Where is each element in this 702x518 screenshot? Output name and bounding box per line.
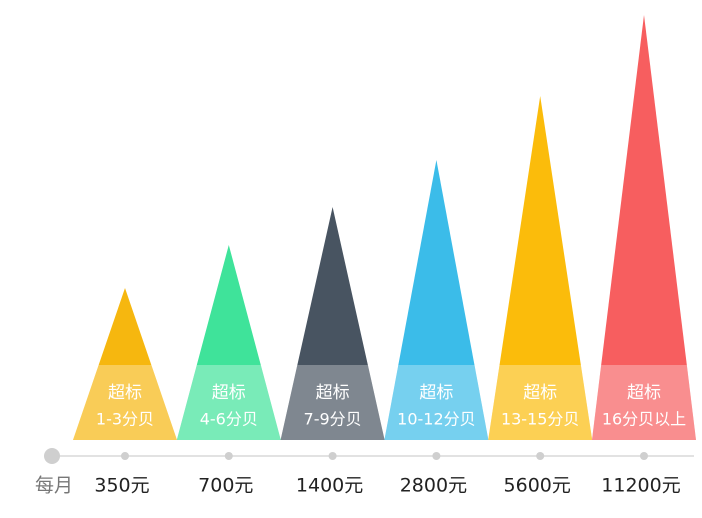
item-price: 1400元 [296,475,363,497]
item-range: 1-3分贝 [96,410,154,429]
axis-dot [432,452,441,460]
triangle [488,96,593,440]
axis-label: 每月 [35,475,73,497]
item-price: 11200元 [601,475,680,497]
item-price: 5600元 [504,475,571,497]
axis-dot [224,452,233,460]
triangle-band [73,365,177,440]
triangle [384,160,489,440]
triangle-band [592,365,696,440]
item-price: 350元 [94,475,149,497]
axis-dot [640,452,648,460]
triangle [73,288,177,440]
item-range: 7-9分贝 [304,410,362,429]
triangle-band [488,365,593,440]
item-range: 13-15分贝 [501,410,580,429]
triangle [592,15,696,440]
axis-dot [121,452,129,460]
item-title: 超标 [316,383,350,403]
axis-dot [328,452,337,460]
item-range: 16分贝以上 [602,410,686,429]
item-price: 2800元 [400,475,467,497]
triangle [280,207,385,440]
item-range: 10-12分贝 [397,410,476,429]
item-range: 4-6分贝 [200,410,258,429]
triangle-band [176,365,281,440]
triangle [176,245,281,440]
item-title: 超标 [627,383,661,403]
axis-dot [536,452,545,460]
triangle-band [384,365,489,440]
item-title: 超标 [108,383,142,403]
item-title: 超标 [523,383,557,403]
item-title: 超标 [419,383,453,403]
axis-start-dot [44,448,60,464]
triangle-band [280,365,385,440]
item-title: 超标 [212,383,246,403]
item-price: 700元 [198,475,253,497]
